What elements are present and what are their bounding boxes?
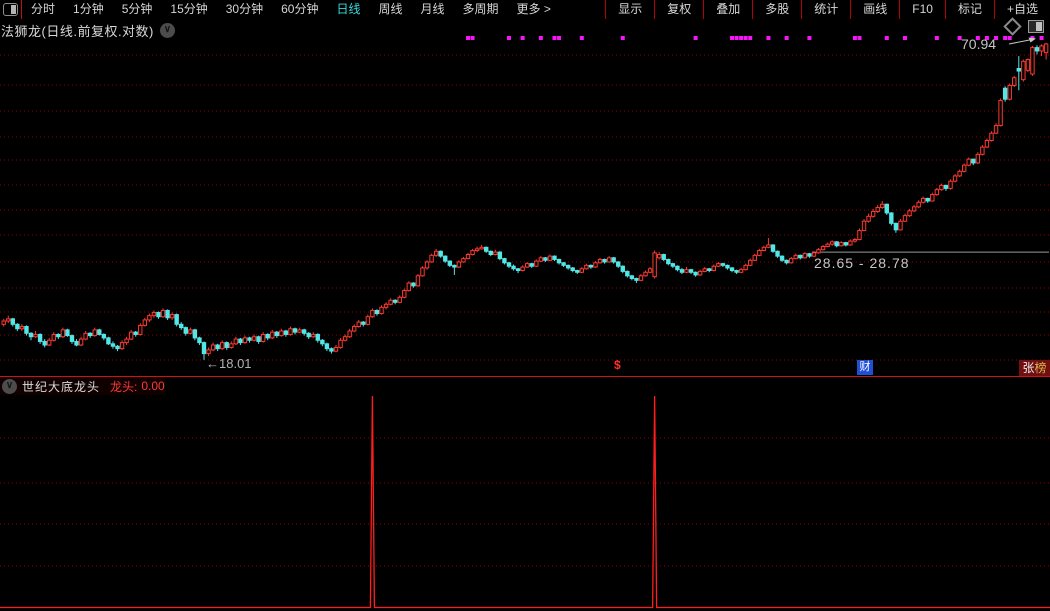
pane-book-icon-page [1036, 22, 1042, 31]
toolbar-item-F10[interactable]: F10 [899, 0, 945, 19]
toolbar-item-多周期[interactable]: 多周期 [462, 2, 499, 16]
indicator-value: 0.00 [141, 379, 165, 393]
toolbar-item-复权[interactable]: 复权 [654, 0, 703, 19]
toolbar-item-标记[interactable]: 标记 [944, 0, 994, 19]
low-price-annotation: ←18.01 [206, 356, 252, 371]
chevron-down-icon[interactable]: ∨ [2, 378, 17, 394]
toolbar-item-60分钟[interactable]: 60分钟 [281, 2, 319, 16]
toolbar-item-日线[interactable]: 日线 [336, 2, 361, 16]
toolbar-item-30分钟[interactable]: 30分钟 [225, 2, 264, 16]
price-range-annotation: 28.65 - 28.78 [814, 255, 910, 271]
toolbar-item-1分钟[interactable]: 1分钟 [73, 2, 104, 16]
indicator-header: ∨ 世纪大底龙头 龙头: 0.00 [0, 377, 165, 395]
finance-badge[interactable]: 财 [857, 360, 873, 375]
toolbar-item-统计[interactable]: 统计 [801, 0, 850, 19]
dividend-marker-icon[interactable]: $ [614, 358, 621, 372]
chart-corner-tools [1003, 17, 1044, 36]
toolbar-item-多股[interactable]: 多股 [752, 0, 801, 19]
chevron-down-icon[interactable]: ∨ [159, 23, 175, 38]
toolbar-item-+自选[interactable]: +自选 [993, 0, 1050, 19]
chart-header: 法狮龙(日线.前复权.对数) ∨ [1, 21, 175, 40]
indicator-label: 龙头: [110, 379, 138, 394]
diamond-marker-icon[interactable] [1003, 17, 1022, 36]
toolbar-item-画线[interactable]: 画线 [850, 0, 899, 19]
period-menu: 分时 1分钟 5分钟 15分钟 30分钟 60分钟 日线 周线 月线 多周期 更多 > [22, 0, 560, 19]
tools-menu: 显示 复权 叠加 多股 统计 画线 F10 标记 +自选 [605, 0, 1050, 19]
chart-title: 法狮龙(日线.前复权.对数) [1, 24, 154, 39]
pane-layout-icon[interactable] [3, 3, 18, 16]
toolbar-item-显示[interactable]: 显示 [605, 0, 654, 19]
last-high-annotation: 70.94 [961, 36, 997, 52]
toolbar-item-周线[interactable]: 周线 [378, 2, 403, 16]
indicator-name: 世纪大底龙头 [22, 379, 101, 394]
pane-book-icon[interactable] [1028, 20, 1044, 33]
toolbar-item-月线[interactable]: 月线 [420, 2, 445, 16]
toolbar-item-5分钟[interactable]: 5分钟 [121, 2, 153, 16]
toolbar-item-15分钟[interactable]: 15分钟 [170, 2, 208, 16]
rank-badge-char1: 张 [1022, 361, 1035, 375]
rank-badge-char2: 榜 [1034, 361, 1047, 375]
toolbar-divider [21, 0, 22, 19]
pane-layout-icon-fill [11, 5, 16, 14]
toolbar-item-更多 >[interactable]: 更多 > [516, 2, 551, 16]
toolbar-item-分时[interactable]: 分时 [31, 2, 56, 16]
toolbar-item-叠加[interactable]: 叠加 [703, 0, 752, 19]
toolbar: 分时 1分钟 5分钟 15分钟 30分钟 60分钟 日线 周线 月线 多周期 更多 > 显示 复权 叠加… [0, 0, 1050, 19]
rank-badge[interactable]: 张榜 [1019, 360, 1050, 376]
